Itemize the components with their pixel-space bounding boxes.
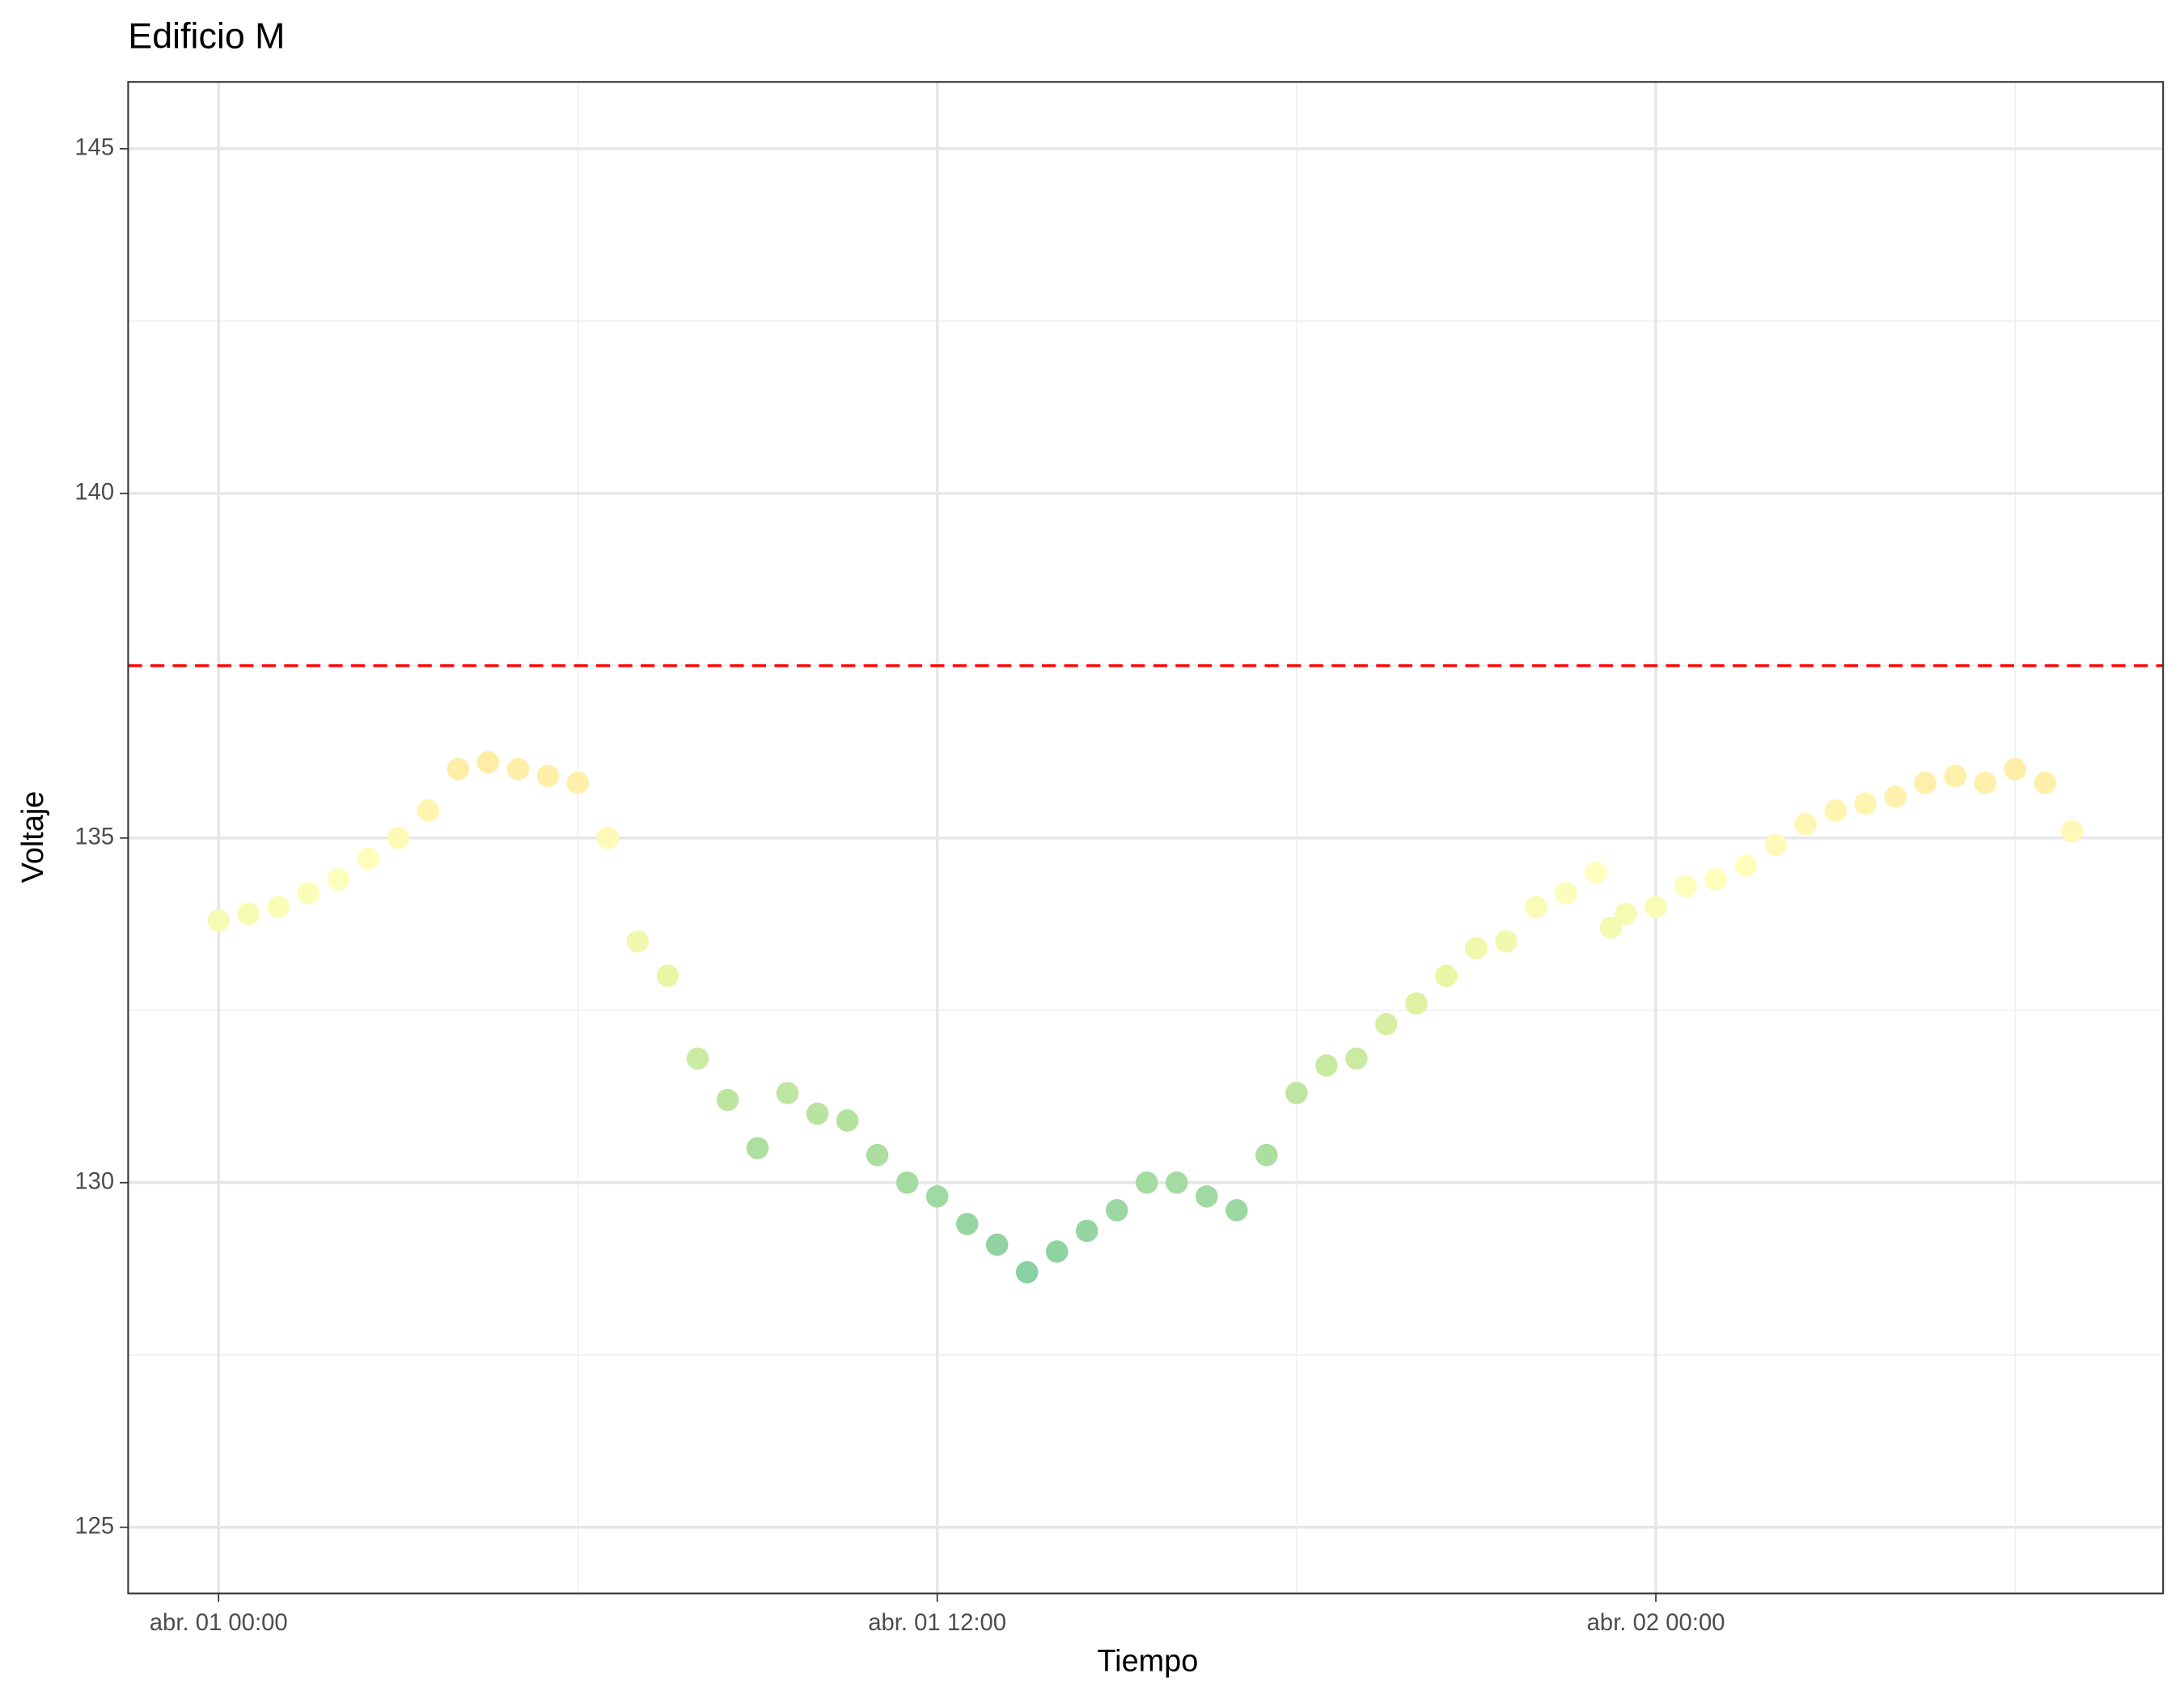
data-point (1974, 771, 1997, 794)
data-point (1525, 896, 1547, 918)
data-point (806, 1102, 829, 1125)
x-tick-label: abr. 01 12:00 (868, 1610, 1006, 1636)
data-point (1166, 1171, 1188, 1194)
y-tick-label: 135 (74, 824, 114, 850)
data-point (1734, 854, 1757, 877)
data-point (1794, 812, 1817, 836)
data-point (1405, 992, 1428, 1015)
y-axis-label: Voltaje (16, 791, 50, 883)
data-point (746, 1137, 769, 1159)
data-point (626, 930, 650, 953)
data-point (207, 909, 230, 932)
data-point (925, 1185, 949, 1208)
chart-title: Edificio M (128, 16, 285, 57)
x-axis-label: Tiempo (1097, 1645, 1198, 1679)
data-point (1615, 902, 1637, 926)
data-point (1255, 1143, 1278, 1167)
data-point (1196, 1185, 1218, 1208)
data-point (1585, 861, 1607, 884)
data-point (895, 1171, 919, 1194)
data-point (1884, 785, 1907, 808)
data-point (417, 799, 440, 822)
data-point (2060, 820, 2084, 843)
plot-border (127, 81, 2165, 1595)
data-point (1495, 930, 1517, 953)
data-point (686, 1047, 709, 1070)
data-point (2004, 757, 2027, 781)
data-point (1674, 875, 1697, 898)
data-point (476, 751, 500, 773)
data-point (1644, 896, 1667, 918)
data-point (1375, 1013, 1398, 1036)
data-point (1555, 882, 1577, 905)
data-point (297, 882, 320, 905)
data-point (536, 765, 560, 787)
data-point (985, 1233, 1009, 1256)
data-point (1704, 868, 1727, 891)
x-tick-label: abr. 01 00:00 (150, 1610, 288, 1636)
data-point (2034, 771, 2057, 794)
data-point (267, 896, 290, 918)
data-point (387, 827, 410, 850)
data-point (836, 1109, 859, 1132)
data-point (1345, 1047, 1368, 1070)
data-point (1599, 916, 1623, 939)
data-point (447, 757, 470, 781)
data-point (1914, 771, 1937, 794)
y-tick-label: 125 (74, 1513, 114, 1539)
data-point (776, 1082, 799, 1104)
x-tick-label: abr. 02 00:00 (1587, 1610, 1725, 1636)
data-point (656, 964, 679, 987)
data-point (1075, 1219, 1098, 1243)
data-point (1045, 1240, 1069, 1263)
data-point (1465, 937, 1488, 960)
data-point (596, 827, 620, 850)
y-tick-label: 130 (74, 1168, 114, 1194)
data-point (1315, 1054, 1338, 1077)
data-point (506, 757, 530, 781)
data-point (1824, 799, 1847, 822)
y-tick-label: 145 (74, 135, 114, 161)
data-point (1944, 765, 1967, 787)
data-point (357, 847, 380, 871)
data-point (1105, 1199, 1128, 1222)
data-point (1285, 1082, 1308, 1104)
data-point (1435, 964, 1458, 987)
data-point (1854, 792, 1877, 815)
data-point (1135, 1171, 1158, 1194)
data-point (327, 868, 350, 891)
y-tick-label: 140 (74, 480, 114, 506)
data-point (1015, 1260, 1039, 1284)
data-point (1764, 833, 1787, 857)
data-point (866, 1143, 889, 1167)
data-point (716, 1088, 739, 1112)
data-point (1225, 1199, 1248, 1222)
data-point (237, 902, 260, 926)
data-point (566, 771, 590, 794)
data-point (955, 1213, 979, 1235)
